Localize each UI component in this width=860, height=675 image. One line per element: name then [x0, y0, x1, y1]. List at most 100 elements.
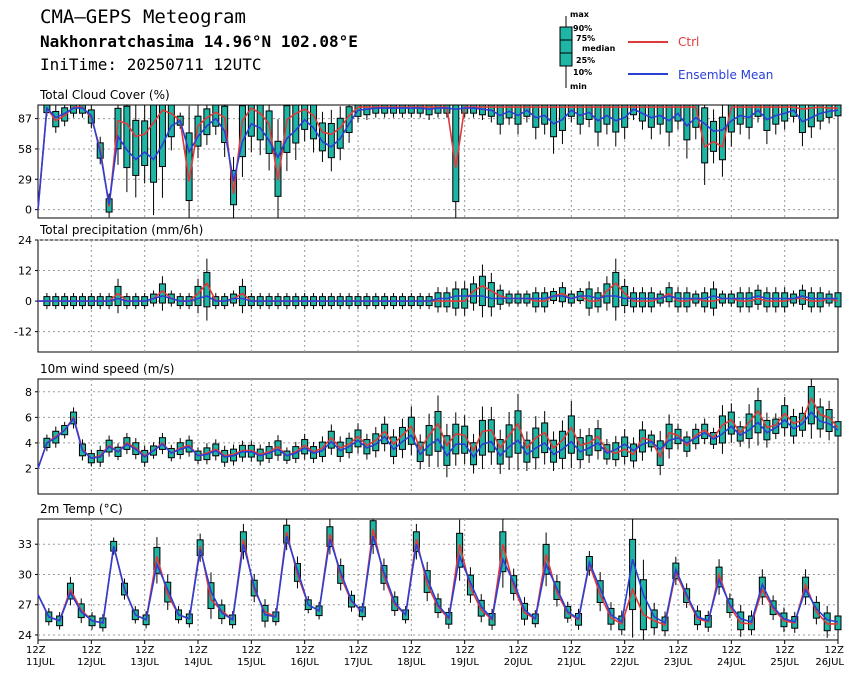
box-plot — [452, 104, 460, 203]
box-plot — [612, 442, 620, 461]
box-plot — [692, 104, 700, 128]
y-tick-label: 24 — [18, 629, 32, 642]
panel-1: Total precipitation (mm/6h) -12 0 12 24 — [14, 223, 842, 353]
box-plot — [247, 104, 255, 137]
x-tick-label-time: 12Z — [242, 645, 262, 656]
box-plot — [123, 105, 131, 169]
x-tick-label-time: 12Z — [562, 645, 582, 656]
y-tick-label: 2 — [25, 462, 32, 475]
box-plot — [407, 416, 415, 445]
box-plot — [683, 436, 691, 452]
box-plot — [381, 104, 389, 114]
legend-box-label: max — [570, 10, 590, 19]
legend-box-label: 25% — [576, 56, 595, 65]
x-tick-label-time: 12Z — [295, 645, 315, 656]
box-plot — [301, 104, 309, 130]
box-plot — [487, 282, 495, 308]
ctrl-line — [37, 105, 838, 210]
box-plot — [194, 115, 202, 147]
x-tick-label-time: 12Z — [668, 645, 688, 656]
box-plot — [327, 122, 335, 159]
y-tick-label: 87 — [18, 113, 32, 126]
x-tick-label-time: 12Z — [455, 645, 475, 656]
y-tick-label: 0 — [25, 204, 32, 217]
x-tick-label-time: 12Z — [722, 645, 742, 656]
box-plot — [221, 105, 229, 143]
panel-3: 2m Temp (°C) 24 27 30 33 — [18, 502, 842, 642]
y-tick-label: -12 — [14, 326, 32, 339]
box-plot — [596, 580, 604, 603]
box-plot — [674, 428, 682, 445]
box-plot — [398, 104, 406, 114]
x-tick-label-date: 15JUL — [237, 657, 266, 668]
box-plot — [150, 104, 158, 183]
box-plot — [737, 611, 745, 631]
box-plot — [674, 292, 682, 308]
y-tick-label: 24 — [18, 234, 32, 247]
panel-0: Total Cloud Cover (%) 0 29 58 87 — [18, 88, 842, 219]
box-plot — [585, 435, 593, 456]
ensemble-mean-line — [37, 410, 839, 469]
x-tick-label-date: 20JUL — [504, 657, 533, 668]
box-plot — [630, 292, 638, 308]
box-plot — [532, 427, 540, 459]
box-plot — [638, 292, 646, 308]
box-plot — [585, 288, 593, 309]
box-plot — [523, 439, 531, 463]
box-plot — [203, 108, 211, 136]
box-plot — [456, 532, 464, 568]
box-plot — [292, 104, 300, 144]
box-plot — [327, 430, 335, 449]
x-tick-label-time: 12Z — [775, 645, 795, 656]
ensemble-mean-line — [37, 106, 839, 210]
x-tick-label-date: 18JUL — [397, 657, 426, 668]
box-plot — [834, 615, 842, 631]
box-plot — [736, 104, 744, 125]
box-plot — [612, 104, 620, 133]
legend-box-label: 10% — [573, 68, 592, 77]
y-tick-label: 27 — [18, 599, 32, 612]
box-plot — [656, 104, 664, 125]
box-plot — [434, 410, 442, 452]
legend-mean-label: Ensemble Mean — [678, 68, 773, 82]
box-plot — [612, 271, 620, 308]
box-plot — [745, 413, 753, 440]
box-plot — [283, 105, 291, 153]
legend-box-label: 90% — [573, 24, 592, 33]
x-tick-label-time: 12Z — [82, 645, 102, 656]
y-tick-label: 6 — [25, 411, 32, 424]
init-time-label: IniTime: 20250711 12UTC — [40, 55, 262, 74]
legend-box-label: median — [582, 44, 616, 53]
panel-2: 10m wind speed (m/s) 2 4 6 8 — [25, 362, 842, 495]
panels: Total Cloud Cover (%) 0 29 58 87 Total precip… — [14, 88, 842, 642]
box-plot — [558, 430, 566, 459]
box-plot — [542, 543, 550, 575]
legend-box-label: 75% — [576, 34, 595, 43]
box-plot — [336, 117, 344, 149]
y-tick-label: 0 — [25, 295, 32, 308]
x-tick-label-time: 12Z — [348, 645, 368, 656]
box-plot — [158, 104, 166, 168]
legend-ctrl-label: Ctrl — [678, 35, 699, 49]
panel-title: 10m wind speed (m/s) — [40, 362, 174, 376]
y-tick-label: 30 — [18, 568, 32, 581]
box-plot — [754, 400, 762, 434]
legend: max 90%75%median 25% 10% min Ctrl Ensemble Mea… — [559, 10, 773, 91]
box-plot — [621, 436, 629, 457]
box-plot — [132, 119, 140, 176]
box-plot — [452, 288, 460, 309]
box-plot — [443, 292, 451, 308]
box-plot — [452, 423, 460, 455]
panel-title: 2m Temp (°C) — [40, 502, 123, 516]
box-plot — [499, 531, 507, 573]
box-plot — [656, 440, 664, 466]
x-tick-label-time: 12Z — [824, 645, 844, 656]
box-plot — [665, 423, 673, 450]
y-tick-label: 4 — [25, 437, 32, 450]
box-plot — [514, 410, 522, 454]
box-plot — [718, 415, 726, 444]
x-tick-label-time: 12Z — [26, 645, 46, 656]
box-plot — [256, 104, 264, 141]
box-plot — [710, 288, 718, 309]
